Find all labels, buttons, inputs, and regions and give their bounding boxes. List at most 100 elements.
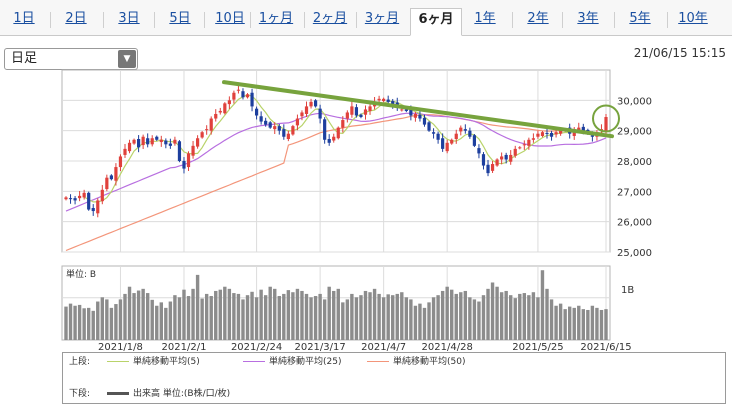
candle-body [536, 133, 540, 137]
tab-separator [356, 12, 357, 28]
trendline-annotation [222, 80, 614, 139]
volume-bar [490, 282, 495, 340]
x-tick-label: 2021/6/15 [580, 342, 631, 352]
candle-body [377, 98, 381, 101]
period-tab-bar: 1日 2日 3日 5日 10日 1ヶ月 2ヶ月 3ヶ月 6ヶ月 1年 2年 3年 5年 10年 [0, 0, 732, 36]
candle-body [382, 98, 386, 102]
volume-bar [604, 309, 608, 340]
legend-upper-row: 上段: [69, 355, 90, 369]
volume-bar [558, 303, 563, 340]
tab-period-9[interactable]: 1年 [474, 11, 496, 26]
legend-ma5: 単純移動平均(5) [107, 355, 200, 369]
candle-body [150, 138, 154, 145]
tab-period-13[interactable]: 10年 [678, 11, 708, 26]
tab-separator [50, 12, 51, 28]
volume-bar [204, 293, 209, 340]
volume-bar [454, 293, 458, 340]
volume-bar [368, 292, 372, 340]
candle-body [146, 138, 150, 145]
candle-body [345, 112, 349, 119]
candle-body [73, 198, 77, 201]
candle-body [363, 109, 368, 115]
tab-separator [204, 12, 205, 28]
candle-body [200, 132, 204, 138]
volume-bar [245, 295, 250, 340]
volume-bar [445, 286, 449, 340]
tab-period-12[interactable]: 5年 [629, 11, 651, 26]
candle-body [500, 156, 504, 160]
x-tick-label: 2021/3/17 [294, 342, 345, 352]
candle-body [300, 112, 304, 117]
volume-bar [586, 309, 590, 340]
candle-body [177, 141, 182, 161]
tab-period-2[interactable]: 3日 [118, 11, 140, 26]
candle-body [82, 192, 86, 198]
candle-body [577, 127, 581, 130]
candle-body [554, 132, 558, 135]
legend-volume: 出来高 単位:(B株/口/枚) [107, 387, 230, 401]
volume-swatch [107, 392, 129, 395]
candle-body [268, 122, 272, 128]
tab-separator [512, 12, 513, 28]
volume-bar [313, 296, 318, 340]
volume-bar [518, 293, 522, 340]
tab-period-6[interactable]: 2ヶ月 [312, 11, 348, 26]
x-tick-label: 2021/2/1 [162, 342, 207, 352]
tab-period-5[interactable]: 1ヶ月 [258, 11, 294, 26]
candle-body [137, 139, 141, 148]
volume-bar [164, 307, 168, 340]
volume-bar [522, 293, 527, 340]
volume-bar [159, 302, 163, 340]
candle-body [450, 139, 454, 144]
chart-interval-select[interactable]: 日足 ▼ [4, 48, 138, 70]
candle-body [241, 91, 245, 98]
candle-body [545, 132, 549, 134]
volume-bar [141, 288, 145, 340]
candle-body [341, 120, 345, 128]
volume-bar [540, 270, 545, 340]
candle-body [100, 189, 104, 202]
timestamp: 21/06/15 15:15 [633, 46, 726, 60]
candle-body [205, 129, 209, 131]
tab-period-7[interactable]: 3ヶ月 [364, 11, 400, 26]
volume-bar [595, 307, 599, 340]
volume-bar [273, 288, 277, 340]
tab-period-11[interactable]: 3年 [577, 11, 599, 26]
volume-bar [145, 293, 150, 340]
candle-body [518, 147, 522, 149]
volume-bar [504, 290, 508, 340]
y-tick-label: 30,000 [617, 96, 652, 107]
tab-period-4[interactable]: 10日 [215, 11, 245, 26]
tab-period-0[interactable]: 1日 [13, 11, 35, 26]
y-tick-label: 26,000 [617, 218, 652, 229]
tab-period-3[interactable]: 5日 [169, 11, 191, 26]
candle-body [441, 138, 445, 149]
y-tick-label: 29,000 [617, 127, 652, 138]
ma50-swatch [367, 361, 389, 362]
volume-bar [481, 295, 486, 340]
volume-bar [381, 297, 386, 340]
legend-upper-label: 上段: [69, 357, 91, 367]
volume-bar [309, 297, 313, 340]
volume-bar [327, 286, 331, 340]
candle-body [173, 139, 177, 144]
candle-body [304, 106, 309, 114]
tab-period-10[interactable]: 2年 [527, 11, 549, 26]
candle-body [354, 107, 359, 116]
candle-body [159, 139, 163, 143]
candle-body [123, 148, 127, 155]
ma5-swatch [107, 361, 129, 362]
tab-period-1[interactable]: 2日 [65, 11, 87, 26]
candle-body [214, 113, 218, 119]
volume-bar [549, 299, 554, 340]
tab-period-8[interactable]: 6ヶ月 [410, 8, 462, 36]
candle-body [522, 144, 526, 146]
tab-separator [154, 12, 155, 28]
volume-bar [155, 305, 159, 340]
candle-body [105, 177, 109, 190]
volume-bar [286, 290, 291, 340]
candle-body [264, 120, 268, 125]
volume-bar [236, 293, 241, 340]
candle-body [118, 156, 123, 168]
volume-bar [177, 297, 182, 340]
